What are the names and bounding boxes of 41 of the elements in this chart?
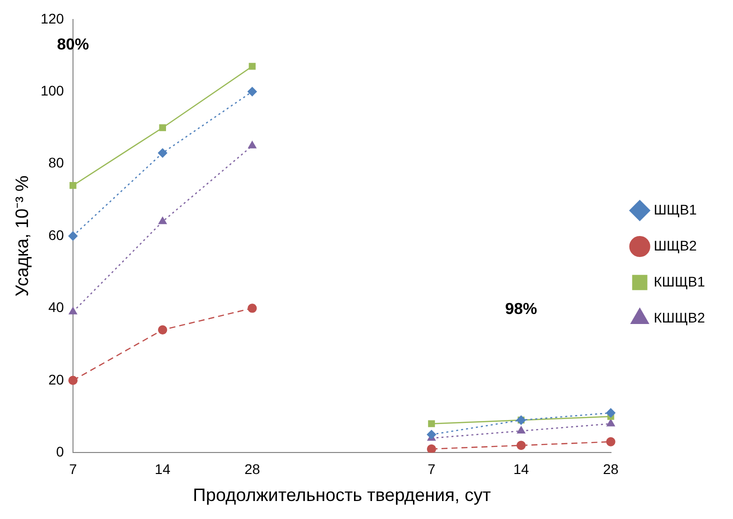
y-tick-label: 20 xyxy=(48,371,64,388)
point xyxy=(248,87,257,96)
x-tick-label: 28 xyxy=(602,460,619,477)
y-tick-label: 80 xyxy=(48,154,64,171)
y-tick-label: 100 xyxy=(40,82,64,98)
x-tick-label: 14 xyxy=(513,460,530,477)
point xyxy=(68,376,78,385)
y-tick-label: 0 xyxy=(56,443,64,460)
y-tick-label: 60 xyxy=(48,226,64,243)
x-axis-title: Продолжительность твердения, сут xyxy=(192,485,491,506)
x-tick-label: 7 xyxy=(69,460,78,477)
point xyxy=(248,141,256,148)
legend-label: ШЩВ1 xyxy=(654,201,698,218)
annotation: 98% xyxy=(505,300,538,318)
point xyxy=(248,62,256,70)
point xyxy=(158,216,167,224)
point xyxy=(428,420,435,428)
point xyxy=(516,440,526,450)
y-axis-title: Усадка, 10⁻³ % xyxy=(12,175,32,297)
point xyxy=(159,124,166,132)
legend-label: КШЩВ2 xyxy=(654,309,706,326)
point xyxy=(426,430,436,440)
point xyxy=(248,304,257,313)
point xyxy=(158,148,168,158)
x-tick-label: 7 xyxy=(428,460,436,477)
point xyxy=(158,325,168,334)
y-tick-label: 120 xyxy=(40,10,64,26)
legend-label: КШЩВ1 xyxy=(654,273,706,290)
annotation: 80% xyxy=(56,36,89,54)
point xyxy=(70,182,76,189)
point xyxy=(68,307,78,314)
point xyxy=(606,419,615,426)
point xyxy=(606,437,616,446)
point xyxy=(606,408,616,418)
y-tick-label: 40 xyxy=(48,299,64,316)
point xyxy=(426,444,436,453)
x-tick-label: 28 xyxy=(244,460,260,477)
legend-label: ШЩВ2 xyxy=(654,237,698,254)
point xyxy=(517,426,526,434)
x-tick-label: 14 xyxy=(154,460,171,477)
point xyxy=(68,231,78,241)
